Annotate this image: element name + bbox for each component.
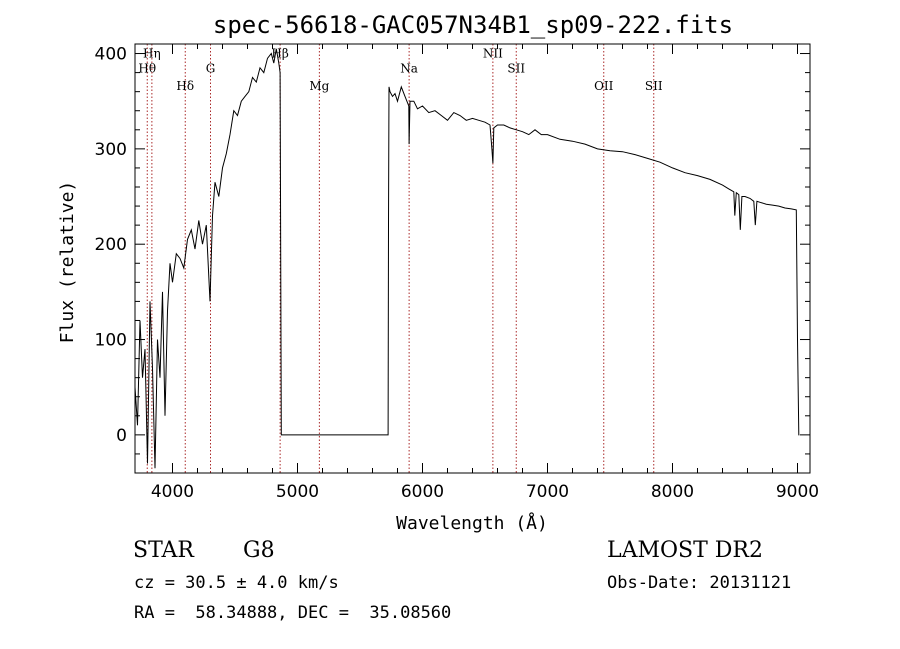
x-tick-label: 7000	[526, 482, 569, 502]
spectral-line-label: Hθ	[138, 62, 156, 76]
x-tick-label: 5000	[276, 482, 319, 502]
redshift-label: cz = 30.5 ± 4.0 km/s	[134, 573, 339, 593]
spectral-line-label: OII	[594, 79, 614, 93]
spectral-line-label: SII	[645, 79, 663, 93]
spectral-line-label: Na	[400, 62, 418, 76]
class-label: STAR	[133, 538, 194, 563]
spectral-line-label: Mg	[309, 79, 329, 93]
spectral-line-label: Hβ	[271, 46, 288, 60]
spectrum-curve-group	[134, 48, 800, 469]
spectral-line-label: G	[206, 62, 216, 76]
spectral-line-label: SII	[507, 62, 525, 76]
y-axis-label: Flux (relative)	[57, 181, 78, 344]
spectral-lines: Hθ Hη Hδ G Hβ Mg Na NII SII OII SII	[138, 44, 663, 473]
y-axis: 0 100 200 300 400	[95, 45, 810, 455]
obs-date-label: Obs-Date: 20131121	[607, 573, 792, 593]
chart-title: spec-56618-GAC057N34B1_sp09-222.fits	[213, 11, 733, 39]
x-tick-label: 8000	[651, 482, 694, 502]
x-tick-label: 4000	[151, 482, 194, 502]
x-tick-label: 6000	[401, 482, 444, 502]
y-tick-label: 400	[95, 45, 127, 65]
y-tick-label: 200	[95, 235, 127, 255]
x-tick-label: 9000	[776, 482, 819, 502]
spectral-line-label: NII	[483, 46, 503, 60]
subclass-label: G8	[243, 538, 275, 563]
y-tick-label: 300	[95, 140, 127, 160]
x-axis-label: Wavelength (Å)	[396, 512, 548, 534]
spectrum-curve	[134, 48, 800, 469]
spectrum-chart: spec-56618-GAC057N34B1_sp09-222.fits HθH…	[57, 11, 819, 534]
y-tick-label: 0	[116, 426, 127, 446]
spectral-line-label: Hη	[143, 46, 161, 60]
coordinates-label: RA = 58.34888, DEC = 35.08560	[134, 603, 452, 623]
y-tick-label: 100	[95, 331, 127, 351]
spectral-line-label: Hδ	[176, 79, 194, 93]
x-axis: 4000 5000 6000 7000 8000 9000	[151, 44, 819, 502]
plot-frame	[134, 43, 811, 474]
survey-label: LAMOST DR2	[607, 538, 763, 563]
